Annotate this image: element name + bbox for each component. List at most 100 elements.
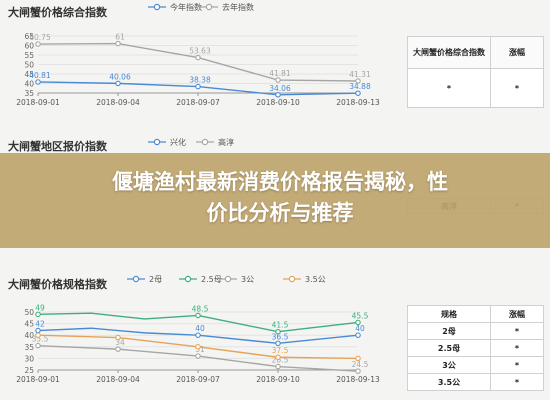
legend-label: 3公 [241,275,254,284]
data-point [115,334,121,341]
y-tick-label: 55 [24,51,34,60]
series-line [37,312,359,333]
legend-label: 3.5公 [305,275,326,284]
table-cell: * [490,356,544,374]
data-point [115,40,121,47]
data-point [195,312,201,319]
table-header-name: 大闸蟹价格综合指数 [407,36,491,69]
data-label: 45.5 [352,311,369,320]
y-tick-label: 40 [24,331,34,340]
data-label: 35.5 [32,335,49,344]
table-cell: 2.5母 [407,339,491,357]
legend-label: 今年指数 [170,2,202,12]
legend-marker [288,275,296,283]
data-point [275,340,281,347]
y-tick-label: 50 [24,61,34,70]
x-tick-label: 2018-09-04 [96,98,140,107]
y-tick-label: 30 [24,354,34,363]
data-point [35,332,41,338]
data-label: 41.31 [349,70,371,79]
x-tick-label: 2018-09-04 [96,375,140,384]
data-point [195,353,201,359]
y-tick-label: 35 [24,89,34,98]
y-tick-label: 60 [24,42,34,51]
table-header-change: 涨幅 [490,305,544,323]
data-point [275,363,281,370]
table-cell: * [490,373,544,391]
data-label: 38.38 [189,76,211,85]
table-cell: 3.5公 [407,373,491,391]
chart-title-region: 大闸蟹地区报价指数 [8,140,107,153]
data-point [115,346,121,352]
headline-text: 偃塘渔村最新消费价格报告揭秘，性 价比分析与推荐 [25,167,535,229]
data-point [275,354,281,360]
y-tick-label: 50 [24,308,34,317]
data-point [35,342,41,349]
data-point [275,77,281,83]
data-label: 42 [35,320,45,329]
data-label: 36.5 [272,332,289,341]
x-tick-label: 2018-09-13 [336,375,380,384]
table-cell: * [407,68,491,108]
size-index-table: 规格 涨幅 2母 * 2.5母 * 3公 * 3.5公 * [407,305,544,391]
data-point [355,355,361,362]
data-point [355,332,361,338]
data-point [195,332,201,338]
data-label: 40 [195,324,205,333]
legend-label: 去年指数 [222,2,254,12]
headline-banner: 偃塘渔村最新消费价格报告揭秘，性 价比分析与推荐 [0,153,550,248]
data-label: 40 [355,324,365,333]
data-label: 40.06 [109,72,131,81]
data-point [115,80,121,87]
data-point [35,41,41,47]
legend-label: 2母 [149,275,162,284]
legend-marker [205,3,213,11]
x-tick-label: 2018-09-10 [256,98,300,107]
data-point [35,327,41,334]
table-header-change: 涨幅 [490,36,544,69]
x-tick-label: 2018-09-07 [176,375,220,384]
data-label: 53.63 [189,47,211,56]
x-tick-label: 2018-09-01 [16,98,60,107]
legend-marker [184,275,192,283]
y-tick-label: 25 [24,366,34,375]
y-tick-label: 40 [24,80,34,89]
data-point [195,344,201,350]
y-tick-label: 45 [24,320,34,329]
data-label: 60.75 [29,33,51,42]
data-point [355,368,361,374]
legend-marker [153,138,161,146]
data-label: 34.06 [269,84,291,93]
table-cell: * [490,68,544,108]
legend-marker [132,275,140,283]
data-point [195,54,201,61]
data-label: 34.88 [349,82,371,91]
y-tick-label: 35 [24,343,34,352]
data-label: 37.5 [272,346,289,355]
table-cell: * [490,322,544,340]
data-point [355,319,361,326]
data-point [355,78,361,84]
data-point [355,90,361,96]
table-cell: * [490,339,544,357]
data-point [275,92,281,98]
data-label: 61 [115,33,125,42]
data-label: 48.5 [192,304,209,313]
data-label: 49 [35,303,45,312]
size-index-section: 大闸蟹价格规格指数 2母 2.5母 3公 3.5公 50 45 40 35 30 25 2018-0… [0,268,550,400]
x-tick-label: 2018-09-10 [256,375,300,384]
data-label: 40.81 [29,71,51,80]
table-cell: 3公 [407,356,491,374]
composite-index-section: 大闸蟹价格综合指数 今年指数 去年指数 65 60 55 50 45 40 35 2018-09-… [0,0,550,120]
data-label: 24.5 [352,360,369,369]
data-label: 41.81 [269,69,291,78]
data-label: 26.5 [272,356,289,365]
x-tick-label: 2018-09-07 [176,98,220,107]
data-label: 41.5 [272,321,289,330]
composite-index-table: 大闸蟹价格综合指数 涨幅 * * [407,36,544,108]
legend-marker [224,275,232,283]
legend-marker [201,138,209,146]
data-point [35,311,41,318]
